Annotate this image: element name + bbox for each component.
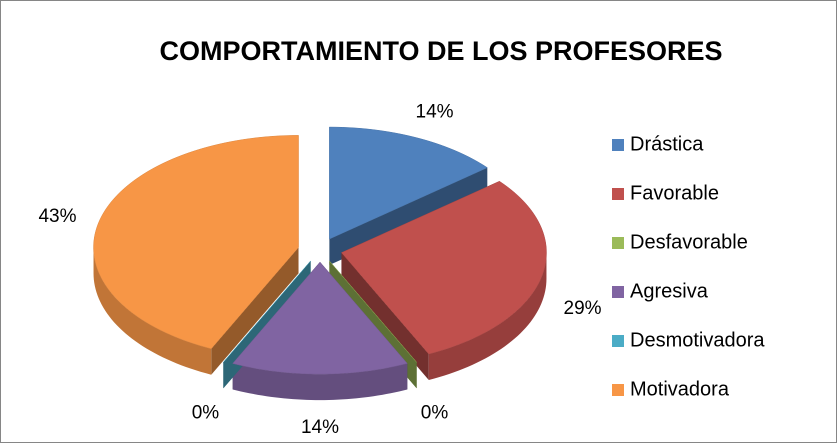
pie-slice	[232, 261, 408, 375]
legend-label: Desmotivadora	[630, 329, 765, 351]
pie-side	[93, 247, 212, 375]
legend-label: Favorable	[630, 182, 719, 204]
pie-slice	[341, 180, 547, 355]
data-label: 14%	[301, 417, 339, 438]
legend-swatch	[612, 237, 624, 249]
data-label: 14%	[416, 101, 454, 122]
legend-label: Drástica	[630, 133, 704, 155]
legend-swatch	[612, 188, 624, 200]
legend-swatch	[612, 384, 624, 396]
pie-slice	[93, 135, 299, 349]
pie-tops	[93, 126, 547, 375]
pie-wall	[211, 247, 299, 375]
legend-swatch	[612, 139, 624, 151]
data-label: 43%	[38, 206, 76, 227]
data-label: 0%	[192, 403, 220, 424]
legend-swatch	[612, 286, 624, 298]
data-label: 29%	[564, 298, 602, 319]
pie-side	[428, 252, 547, 380]
legend-label: Agresiva	[630, 280, 709, 302]
legend-label: Desfavorable	[630, 231, 748, 253]
pie-wall	[341, 252, 429, 380]
pie-slice	[329, 126, 488, 240]
chart-title: COMPORTAMIENTO DE LOS PROFESORES	[159, 36, 722, 66]
legend-swatch	[612, 335, 624, 347]
data-label: 0%	[421, 403, 449, 424]
pie-side	[232, 363, 408, 401]
legend-label: Motivadora	[630, 378, 730, 400]
